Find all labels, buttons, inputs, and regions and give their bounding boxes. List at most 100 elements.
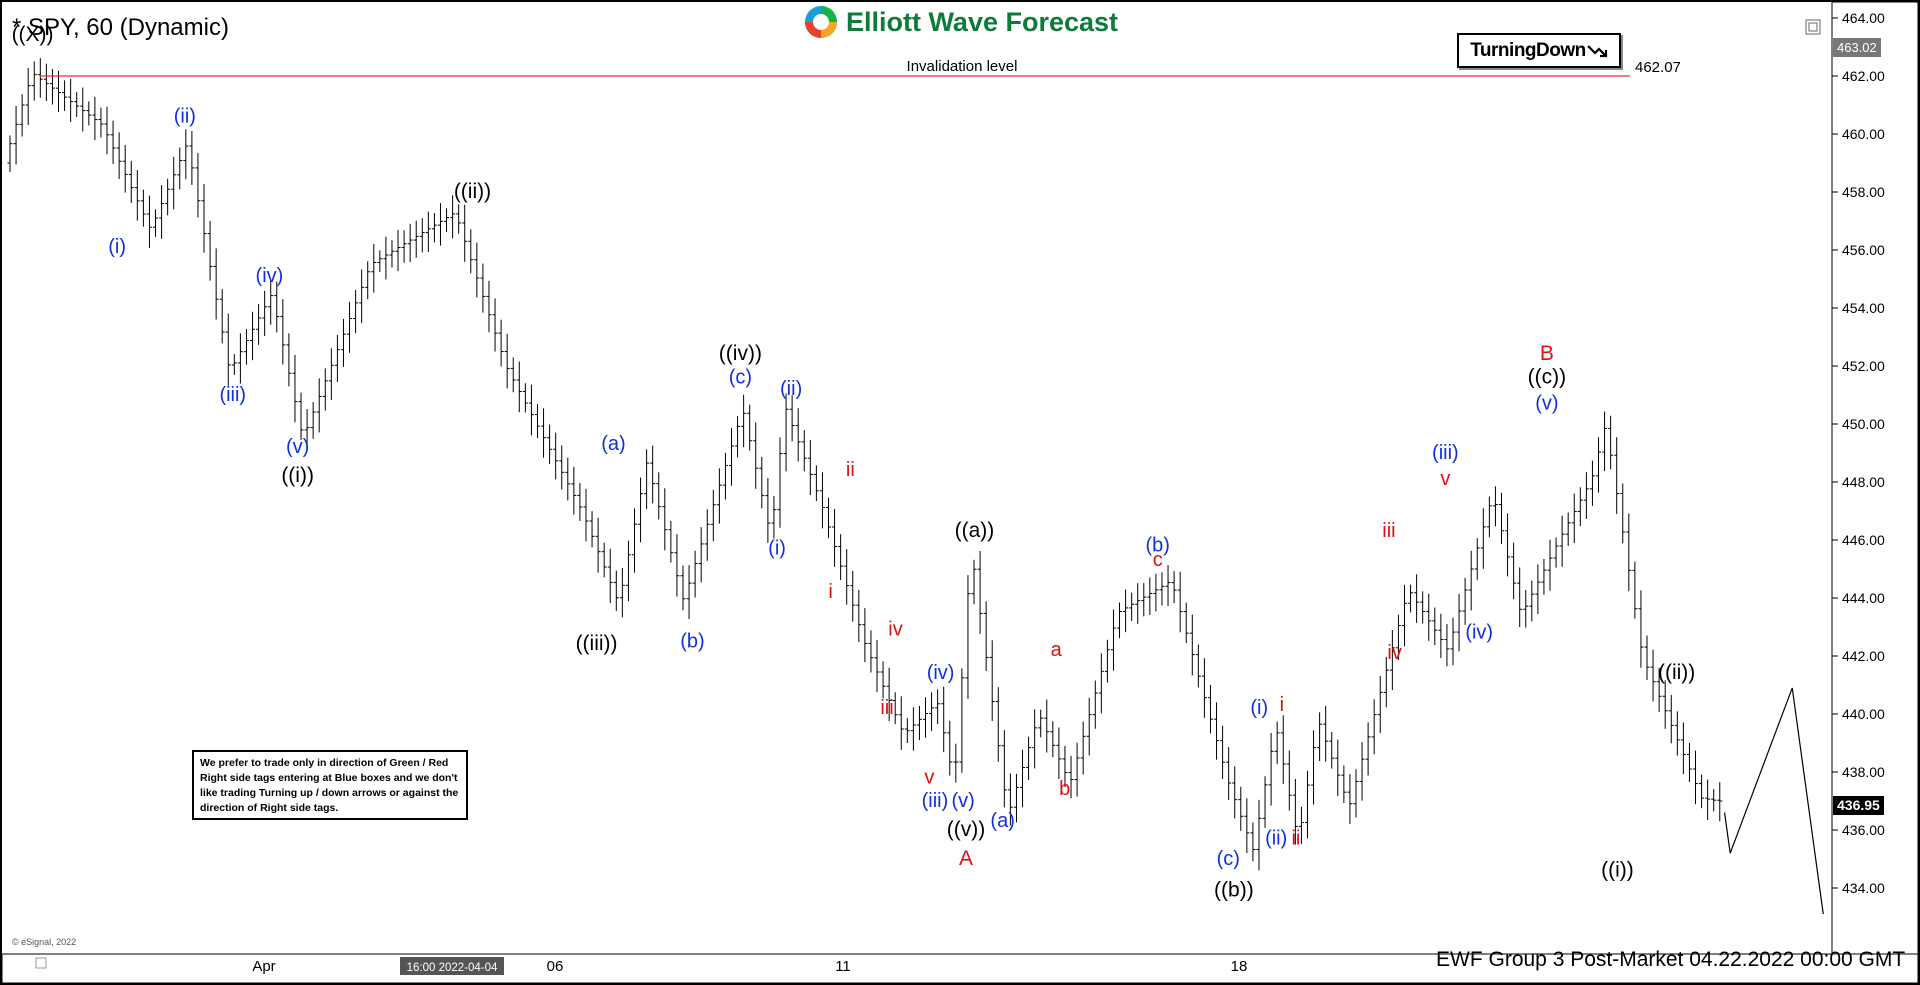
ohlc-bar xyxy=(1098,653,1104,714)
ohlc-bar xyxy=(1347,774,1353,825)
ohlc-bar xyxy=(431,213,437,243)
ohlc-bar xyxy=(953,743,959,783)
ohlc-bar xyxy=(1365,722,1371,776)
ohlc-bar xyxy=(1304,770,1310,839)
time-axis-panel xyxy=(1,953,1919,984)
ohlc-bar xyxy=(1123,589,1129,633)
ohlc-bar xyxy=(1717,782,1723,822)
ohlc-bar xyxy=(146,195,152,248)
ohlc-bar xyxy=(1153,573,1159,612)
price-tick-label: 454.00 xyxy=(1842,300,1885,316)
ohlc-bar xyxy=(522,383,528,413)
ohlc-bar xyxy=(359,269,365,324)
ohlc-bar xyxy=(407,223,413,263)
ohlc-bar xyxy=(1596,437,1602,493)
ohlc-bar xyxy=(122,145,128,193)
wave-label: ((i)) xyxy=(1601,858,1634,881)
ohlc-bar xyxy=(1311,730,1317,805)
ohlc-bar xyxy=(625,540,631,602)
wave-label: (i) xyxy=(1250,697,1268,719)
ohlc-bar xyxy=(1007,773,1013,826)
ohlc-bar xyxy=(856,589,862,642)
ohlc-bar xyxy=(128,160,134,203)
ohlc-bar xyxy=(1638,590,1644,668)
ohlc-bar xyxy=(1026,736,1032,780)
ohlc-bar xyxy=(43,63,49,101)
ohlc-bar xyxy=(280,299,286,365)
ohlc-bar xyxy=(819,472,825,529)
wave-label: (iv) xyxy=(256,265,284,287)
ohlc-bar xyxy=(1438,613,1444,659)
ohlc-bar xyxy=(1450,617,1456,666)
ohlc-bar xyxy=(807,439,813,496)
wave-label: v xyxy=(924,767,934,789)
ohlc-bar xyxy=(759,456,765,509)
ohlc-bar xyxy=(219,289,225,344)
ohlc-bar xyxy=(1535,564,1541,614)
time-tick-18: 18 xyxy=(1231,958,1248,975)
time-tick-06: 06 xyxy=(547,958,564,975)
wave-label: b xyxy=(1059,778,1070,800)
ohlc-bar xyxy=(49,69,55,105)
ohlc-bar xyxy=(383,236,389,280)
ohlc-bar xyxy=(1286,750,1292,811)
ohlc-bar xyxy=(1583,472,1589,519)
ohlc-bar xyxy=(559,445,565,490)
ohlc-bar xyxy=(801,430,807,472)
ohlc-bar xyxy=(195,152,201,218)
ohlc-bar xyxy=(207,220,213,281)
wave-label: (v) xyxy=(1535,393,1558,415)
price-tick-label: 444.00 xyxy=(1842,590,1885,606)
ohlc-bar xyxy=(577,483,583,521)
ohlc-bar xyxy=(589,511,595,548)
ohlc-bar xyxy=(140,189,146,227)
ohlc-bar xyxy=(716,468,722,524)
ohlc-bar xyxy=(7,135,13,173)
ohlc-bar xyxy=(462,204,468,262)
ohlc-bar xyxy=(80,87,86,132)
ohlc-bar xyxy=(553,432,559,480)
ohlc-bar xyxy=(1553,537,1559,568)
ohlc-bar xyxy=(644,449,650,510)
ohlc-bar xyxy=(1129,592,1135,621)
ohlc-bar xyxy=(474,242,480,298)
ohlc-bar xyxy=(1486,496,1492,538)
wave-label: ((X)) xyxy=(12,23,54,46)
ohlc-bar xyxy=(753,422,759,489)
wave-label: iii xyxy=(880,697,893,719)
ohlc-bar xyxy=(1080,721,1086,775)
ohlc-bar xyxy=(1244,798,1250,854)
wave-label: (iii) xyxy=(922,790,949,812)
ohlc-bar xyxy=(910,707,916,751)
ohlc-bar xyxy=(1171,571,1177,603)
ohlc-bar xyxy=(886,667,892,722)
window-restore-icon[interactable] xyxy=(1805,19,1821,35)
ohlc-bar xyxy=(1104,639,1110,683)
ohlc-bar xyxy=(1711,789,1717,812)
ohlc-bar xyxy=(995,687,1001,762)
ohlc-bar xyxy=(25,67,31,126)
ohlc-bar xyxy=(656,472,662,520)
ohlc-bar xyxy=(153,209,159,237)
ohlc-bar xyxy=(601,542,607,578)
turning-down-tag: TurningDown xyxy=(1457,33,1621,68)
ohlc-bar xyxy=(1201,658,1207,718)
ohlc-bar xyxy=(1614,437,1620,514)
price-tick-label: 438.00 xyxy=(1842,764,1885,780)
wave-label: ((b)) xyxy=(1214,879,1254,902)
ohlc-bar xyxy=(977,550,983,634)
ohlc-bar xyxy=(201,183,207,253)
ohlc-bar xyxy=(1517,567,1523,627)
symbol-title: * SPY, 60 (Dynamic) xyxy=(12,14,229,41)
ohlc-bar xyxy=(571,466,577,515)
ohlc-bar xyxy=(1220,725,1226,779)
ohlc-bar xyxy=(425,211,431,252)
ohlc-bar xyxy=(1147,577,1153,615)
wave-label: ii xyxy=(1291,828,1300,850)
scroll-handle-icon[interactable] xyxy=(35,957,47,969)
wave-label: (v) xyxy=(951,790,974,812)
logo-text: Elliott Wave Forecast xyxy=(845,6,1119,37)
ohlc-bar xyxy=(486,280,492,333)
ohlc-bar xyxy=(595,517,601,573)
